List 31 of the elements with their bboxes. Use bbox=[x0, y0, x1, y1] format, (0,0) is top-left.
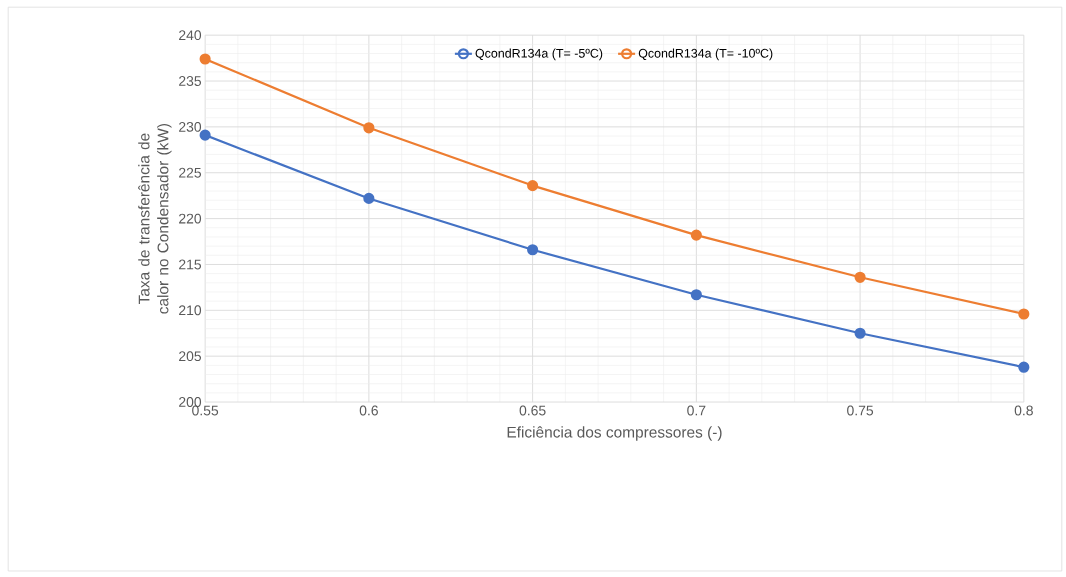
x-tick-label: 0.6 bbox=[359, 405, 378, 416]
y-tick-label: 225 bbox=[179, 167, 202, 178]
x-tick-label: 0.55 bbox=[192, 405, 219, 416]
point bbox=[690, 289, 702, 301]
y-tick-label: 205 bbox=[179, 351, 202, 362]
x-tick-label: 0.8 bbox=[1014, 405, 1033, 416]
point bbox=[199, 129, 211, 141]
x-axis-title: Eficiência dos compressores (-) bbox=[507, 426, 722, 441]
y-tick-label: 210 bbox=[179, 305, 202, 316]
y-tick-label: 200 bbox=[179, 397, 202, 407]
point bbox=[690, 229, 702, 241]
y-tick-label: 215 bbox=[179, 259, 202, 270]
y-tick-label: 220 bbox=[179, 213, 202, 224]
point bbox=[527, 244, 539, 256]
x-tick-label: 0.75 bbox=[847, 405, 874, 416]
point bbox=[363, 122, 375, 134]
y-tick-label: 230 bbox=[179, 121, 202, 132]
legend-label: QcondR134a (T= -5ºC) bbox=[475, 48, 603, 61]
y-axis-title: Taxa de transferência de calor no Condensador (kW) bbox=[138, 123, 172, 314]
y-tick-label: 240 bbox=[179, 30, 202, 41]
y-tick-label: 235 bbox=[179, 76, 202, 86]
point bbox=[527, 179, 539, 192]
x-tick-label: 0.7 bbox=[687, 405, 706, 416]
point bbox=[199, 53, 211, 65]
legend-label: QcondR134a (T= -10ºC) bbox=[638, 48, 773, 61]
point bbox=[854, 271, 866, 283]
point bbox=[1018, 361, 1030, 373]
x-tick-label: 0.65 bbox=[519, 405, 546, 416]
point bbox=[363, 192, 375, 204]
point bbox=[1018, 308, 1030, 320]
point bbox=[854, 327, 866, 339]
